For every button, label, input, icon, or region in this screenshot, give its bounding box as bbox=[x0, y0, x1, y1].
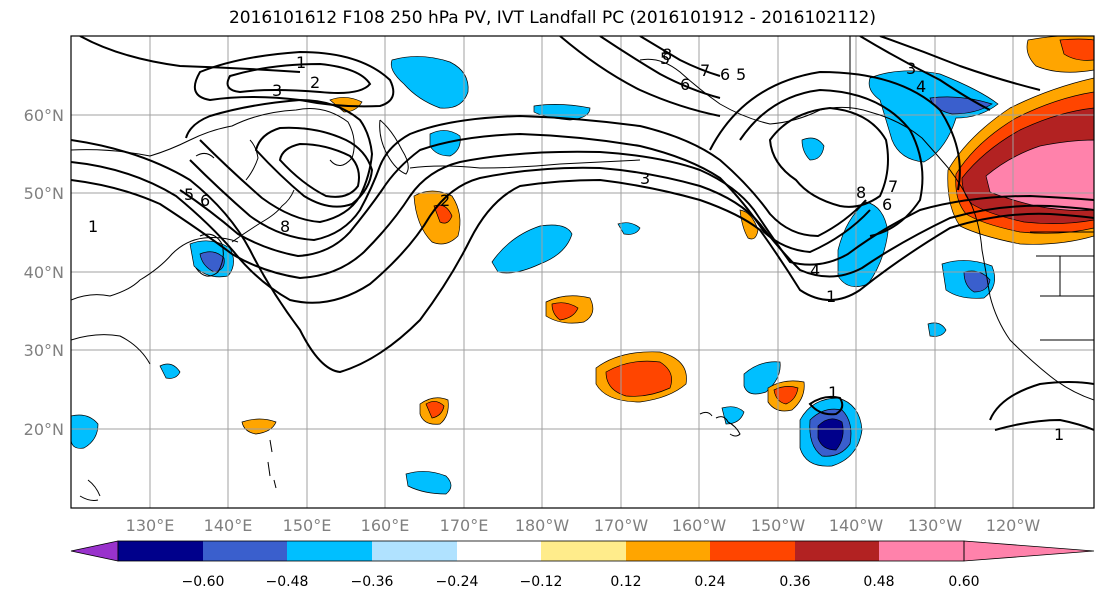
lon-tick-label: 160°E bbox=[361, 516, 410, 535]
colorbar-bin bbox=[457, 541, 541, 561]
colorbar-extend-low bbox=[70, 540, 119, 562]
lon-tick-label: 170°W bbox=[594, 516, 649, 535]
colorbar-bin bbox=[372, 541, 457, 561]
contour-label: 8 bbox=[280, 217, 290, 236]
lat-axis: 60°N 50°N 40°N 30°N 20°N bbox=[24, 106, 64, 439]
contour-label: 4 bbox=[916, 77, 926, 96]
contour-label: 5 bbox=[736, 65, 746, 84]
lat-tick-label: 20°N bbox=[24, 420, 64, 439]
colorbar: −0.60 −0.48 −0.36 −0.24 −0.12 0.12 0.24 … bbox=[70, 540, 1095, 590]
contour-label: 3 bbox=[906, 59, 916, 78]
colorbar-tick-label: −0.12 bbox=[520, 574, 563, 590]
lat-tick-label: 60°N bbox=[24, 106, 64, 125]
lon-axis: 130°E 140°E 150°E 160°E 170°E 180°W 170°… bbox=[126, 516, 1041, 535]
colorbar-bin bbox=[795, 541, 879, 561]
contour-label: 6 bbox=[200, 191, 210, 210]
colorbar-bin bbox=[710, 541, 795, 561]
contour-label: 1 bbox=[88, 217, 98, 236]
lon-tick-label: 140°W bbox=[829, 516, 884, 535]
contour-label: 5 bbox=[184, 185, 194, 204]
lat-tick-label: 30°N bbox=[24, 341, 64, 360]
contour-label: 6 bbox=[680, 75, 690, 94]
colorbar-tick-label: 0.36 bbox=[779, 574, 810, 590]
contour-label: 1 bbox=[828, 383, 838, 402]
lat-tick-label: 50°N bbox=[24, 184, 64, 203]
colorbar-tick-label: −0.24 bbox=[436, 574, 479, 590]
colorbar-outline bbox=[117, 540, 965, 562]
colorbar-bin bbox=[203, 541, 287, 561]
contour-label: 2 bbox=[310, 73, 320, 92]
contour-label: 3 bbox=[272, 81, 282, 100]
contour-label: 2 bbox=[440, 191, 450, 210]
colorbar-tick-label: 0.12 bbox=[610, 574, 641, 590]
colorbar-extend-high bbox=[963, 540, 1095, 562]
lon-tick-label: 130°E bbox=[126, 516, 175, 535]
colorbar-tick-label: 0.48 bbox=[863, 574, 894, 590]
contour-label: 7 bbox=[888, 177, 898, 196]
lon-tick-label: 150°E bbox=[283, 516, 332, 535]
contour-label-group: 1 2 3 5 6 8 7 6 5 3 4 8 7 6 4 1 3 5 6 8 … bbox=[88, 45, 1064, 444]
colorbar-tick-label: 0.60 bbox=[948, 574, 979, 590]
map-border bbox=[70, 35, 1095, 509]
colorbar-bin bbox=[879, 541, 964, 561]
colorbar-bin bbox=[287, 541, 372, 561]
contour-label: 6 bbox=[882, 195, 892, 214]
contour-label: 8 bbox=[662, 45, 672, 64]
lon-tick-label: 150°W bbox=[751, 516, 806, 535]
colorbar-bin bbox=[626, 541, 710, 561]
contour-label: 1 bbox=[1054, 425, 1064, 444]
lon-tick-label: 130°W bbox=[908, 516, 963, 535]
colorbar-tick-label: −0.60 bbox=[182, 574, 225, 590]
pv-contours bbox=[71, 36, 1094, 431]
colorbar-bin bbox=[118, 541, 203, 561]
lat-tick-label: 40°N bbox=[24, 263, 64, 282]
lon-tick-label: 160°W bbox=[672, 516, 727, 535]
colorbar-tick-label: −0.36 bbox=[351, 574, 394, 590]
map-title: 2016101612 F108 250 hPa PV, IVT Landfall… bbox=[228, 8, 876, 28]
contour-label: 5 bbox=[660, 49, 670, 68]
contour-label: 8 bbox=[856, 183, 866, 202]
lon-tick-label: 140°E bbox=[204, 516, 253, 535]
lon-tick-label: 180°W bbox=[515, 516, 570, 535]
contour-label: 1 bbox=[296, 53, 306, 72]
contour-label: 6 bbox=[720, 65, 730, 84]
colorbar-tick-label: 0.24 bbox=[694, 574, 725, 590]
lon-tick-label: 120°W bbox=[986, 516, 1041, 535]
contour-label: 7 bbox=[700, 61, 710, 80]
colorbar-tick-label: −0.48 bbox=[266, 574, 309, 590]
coastlines bbox=[71, 36, 1094, 501]
colorbar-bin bbox=[541, 541, 626, 561]
contour-label: 4 bbox=[810, 261, 820, 280]
lon-tick-label: 170°E bbox=[440, 516, 489, 535]
contour-label: 3 bbox=[640, 169, 650, 188]
contour-label: 1 bbox=[826, 287, 836, 306]
